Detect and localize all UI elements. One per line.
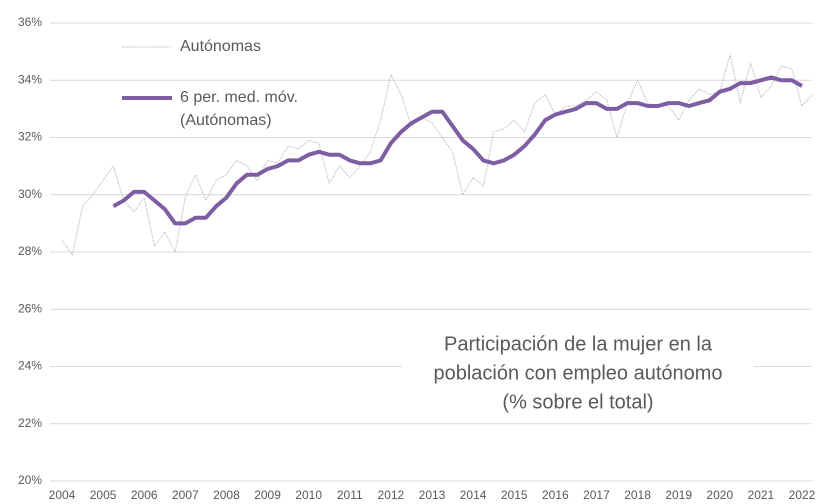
annotation: población con empleo autónomo — [433, 362, 722, 384]
y-tick-label: 34% — [18, 72, 42, 86]
x-tick-label: 2019 — [665, 488, 692, 502]
x-tick-label: 2010 — [295, 488, 322, 502]
x-tick-label: 2017 — [583, 488, 610, 502]
annotation-background — [402, 326, 754, 418]
legend: Autónomas 6 per. med. móv. (Autónomas) — [122, 38, 298, 129]
x-tick-label: 2015 — [501, 488, 528, 502]
x-tick-label: 2016 — [542, 488, 569, 502]
annotation: (% sobre el total) — [502, 391, 653, 413]
x-tick-label: 2014 — [460, 488, 487, 502]
lines — [61, 54, 813, 256]
grid: 20% 22% 24% 26% 28% 30% 32% 34% 36% 2004 2005 2006 2… — [18, 15, 816, 502]
legend-label: 6 per. med. móv. (Autónomas) — [180, 89, 298, 129]
x-tick-label: 2006 — [131, 488, 158, 502]
y-tick-label: 32% — [18, 130, 42, 144]
series-line — [112, 75, 803, 226]
x-tick-label: 2020 — [706, 488, 733, 502]
y-tick-label: 24% — [18, 359, 42, 373]
annotation: Participación de la mujer en la — [444, 333, 713, 355]
x-tick-label: 2021 — [748, 488, 775, 502]
x-tick-label: 2022 — [789, 488, 816, 502]
x-tick-label: 2007 — [172, 488, 199, 502]
y-tick-label: 36% — [18, 15, 42, 29]
x-tick-label: 2018 — [624, 488, 651, 502]
y-tick-label: 20% — [18, 473, 42, 487]
legend-label: Autónomas — [180, 38, 261, 55]
x-tick-label: 2005 — [90, 488, 117, 502]
y-tick-label: 30% — [18, 187, 42, 201]
x-tick-label: 2009 — [254, 488, 281, 502]
y-tick-label: 26% — [18, 301, 42, 315]
x-tick-label: 2012 — [378, 488, 405, 502]
x-tick-label: 2013 — [419, 488, 446, 502]
x-tick-label: 2004 — [49, 488, 76, 502]
y-tick-label: 22% — [18, 416, 42, 430]
y-tick-label: 28% — [18, 244, 42, 258]
x-tick-label: 2011 — [337, 488, 363, 502]
x-tick-label: 2008 — [213, 488, 240, 502]
